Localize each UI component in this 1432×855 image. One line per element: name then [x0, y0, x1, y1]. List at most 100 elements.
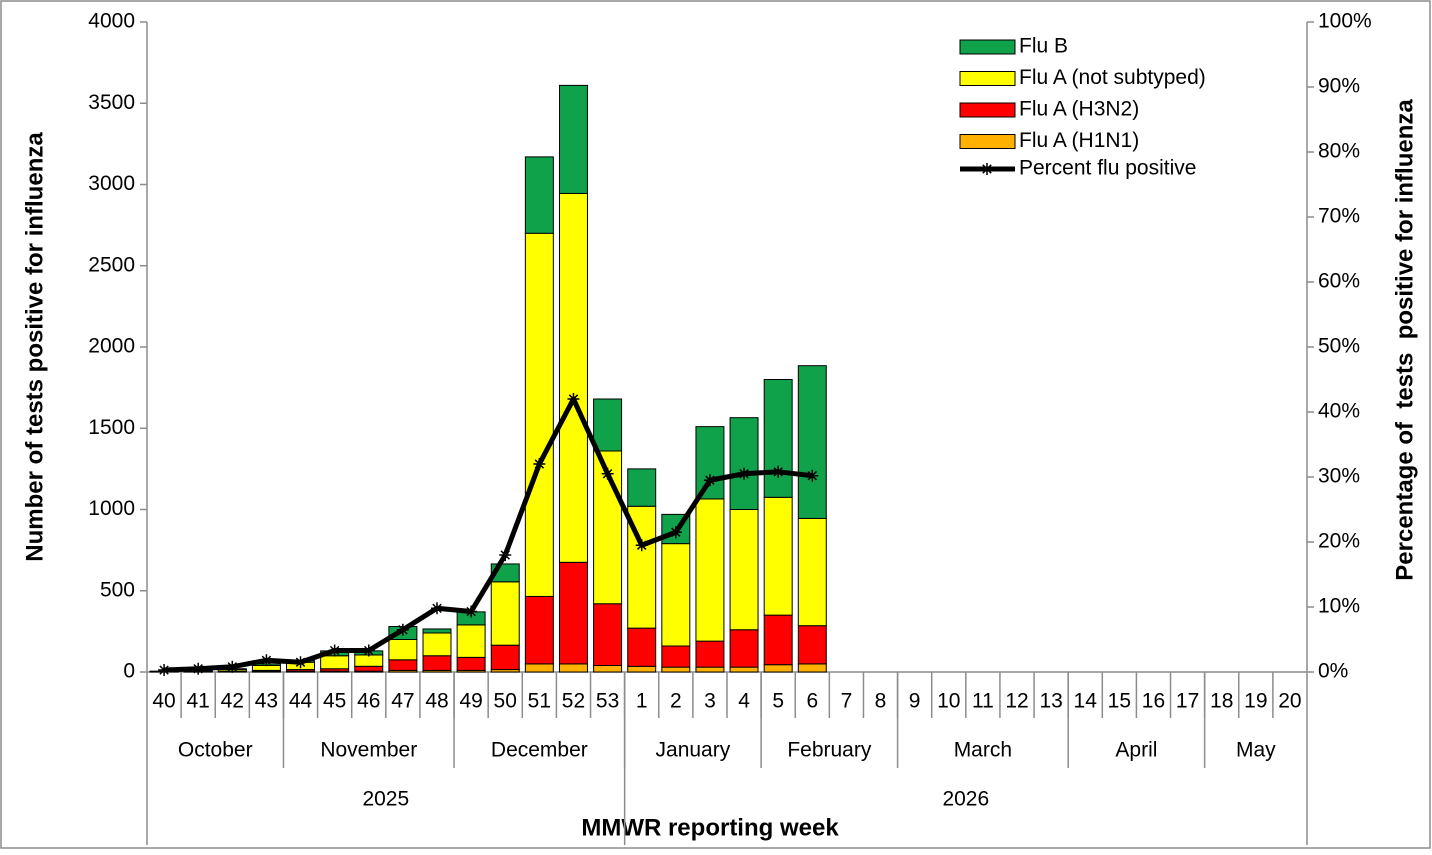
x-tick-label: 18	[1210, 690, 1233, 713]
x-tick-label: 40	[152, 690, 175, 713]
y2-tick-label: 30%	[1318, 465, 1360, 488]
x-tick-label: 42	[221, 690, 244, 713]
legend-label: Flu B	[1019, 35, 1068, 58]
y-tick-label: 1500	[88, 416, 135, 439]
bar-segment	[662, 667, 690, 672]
bar-segment	[355, 655, 383, 666]
x-tick-label: 46	[357, 690, 380, 713]
y2-tick-label: 20%	[1318, 530, 1360, 553]
bar-segment	[594, 399, 622, 451]
x-tick-label: 49	[459, 690, 482, 713]
y-tick-label: 1000	[88, 497, 135, 520]
bar-segment	[559, 85, 587, 193]
x-tick-label: 53	[596, 690, 619, 713]
x-tick-label: 14	[1074, 690, 1098, 713]
x-tick-label: 15	[1108, 690, 1131, 713]
bar-segment	[594, 604, 622, 666]
x-tick-label: 45	[323, 690, 346, 713]
y-tick-label: 500	[100, 578, 135, 601]
y2-tick-label: 10%	[1318, 595, 1360, 618]
x-tick-label: 7	[841, 690, 853, 713]
line-marker	[704, 474, 716, 486]
bar-segment	[389, 660, 417, 671]
month-label: November	[320, 739, 417, 762]
month-label: March	[954, 739, 1012, 762]
bar-segment	[696, 499, 724, 641]
bar-segment	[730, 510, 758, 630]
line-marker	[670, 526, 682, 538]
y2-tick-label: 80%	[1318, 140, 1360, 163]
x-tick-label: 47	[391, 690, 414, 713]
y2-axis-title: Percentage of tests positive for influen…	[1391, 99, 1418, 581]
month-label: December	[491, 739, 588, 762]
bar-segment	[389, 640, 417, 660]
bar-segment	[798, 626, 826, 664]
line-marker	[431, 602, 443, 614]
legend-label: Flu A (H1N1)	[1019, 129, 1139, 152]
bar-segment	[594, 666, 622, 673]
year-label: 2025	[362, 788, 409, 811]
y2-tick-label: 0%	[1318, 660, 1348, 683]
legend-swatch	[960, 72, 1015, 86]
x-tick-label: 2	[670, 690, 682, 713]
bar-segment	[559, 562, 587, 664]
bar-segment	[457, 657, 485, 670]
bar-segment	[696, 641, 724, 667]
x-tick-label: 16	[1142, 690, 1165, 713]
x-tick-label: 8	[875, 690, 887, 713]
line-marker	[636, 539, 648, 551]
legend-label: Percent flu positive	[1019, 157, 1196, 180]
bar-segment	[321, 656, 349, 669]
bar-segment	[764, 615, 792, 665]
bar-segment	[730, 667, 758, 672]
bar-segment	[525, 233, 553, 596]
x-tick-label: 12	[1005, 690, 1028, 713]
bar-segment	[457, 625, 485, 658]
bar-segment	[662, 544, 690, 646]
x-tick-label: 4	[738, 690, 750, 713]
line-marker	[226, 661, 238, 673]
x-tick-label: 1	[636, 690, 648, 713]
x-tick-label: 13	[1039, 690, 1062, 713]
x-axis-title: MMWR reporting week	[581, 814, 839, 841]
line-marker	[465, 606, 477, 618]
y-tick-label: 3500	[88, 91, 135, 114]
x-tick-label: 9	[909, 690, 921, 713]
bar-segment	[355, 666, 383, 671]
bar-segment	[525, 596, 553, 663]
x-tick-label: 10	[937, 690, 960, 713]
y-tick-label: 4000	[88, 10, 135, 33]
bar-segment	[628, 628, 656, 666]
legend-label: Flu A (H3N2)	[1019, 98, 1139, 121]
legend-swatch	[960, 103, 1015, 117]
bar-segment	[423, 633, 451, 656]
bar-segment	[764, 497, 792, 615]
x-tick-label: 5	[772, 690, 784, 713]
month-label: February	[787, 739, 872, 762]
x-tick-label: 50	[494, 690, 517, 713]
x-tick-label: 19	[1244, 690, 1267, 713]
line-marker	[738, 468, 750, 480]
x-tick-label: 3	[704, 690, 716, 713]
bar-segment	[798, 366, 826, 519]
bar-segment	[525, 664, 553, 672]
bar-segment	[423, 656, 451, 671]
y-tick-label: 3000	[88, 172, 135, 195]
month-label: May	[1236, 739, 1276, 762]
y2-tick-label: 90%	[1318, 75, 1360, 98]
y2-tick-label: 100%	[1318, 10, 1372, 33]
bar-segment	[798, 664, 826, 672]
bar-segment	[628, 666, 656, 672]
year-label: 2026	[942, 788, 989, 811]
x-tick-label: 41	[186, 690, 209, 713]
bar-segment	[730, 630, 758, 667]
y2-tick-label: 60%	[1318, 270, 1360, 293]
y2-tick-label: 50%	[1318, 335, 1360, 358]
bar-segment	[798, 518, 826, 625]
bar-segment	[423, 629, 451, 633]
month-label: January	[656, 739, 731, 762]
legend-swatch	[960, 135, 1015, 149]
bar-segment	[559, 193, 587, 562]
bar-segment	[628, 469, 656, 506]
bar-segment	[491, 582, 519, 645]
